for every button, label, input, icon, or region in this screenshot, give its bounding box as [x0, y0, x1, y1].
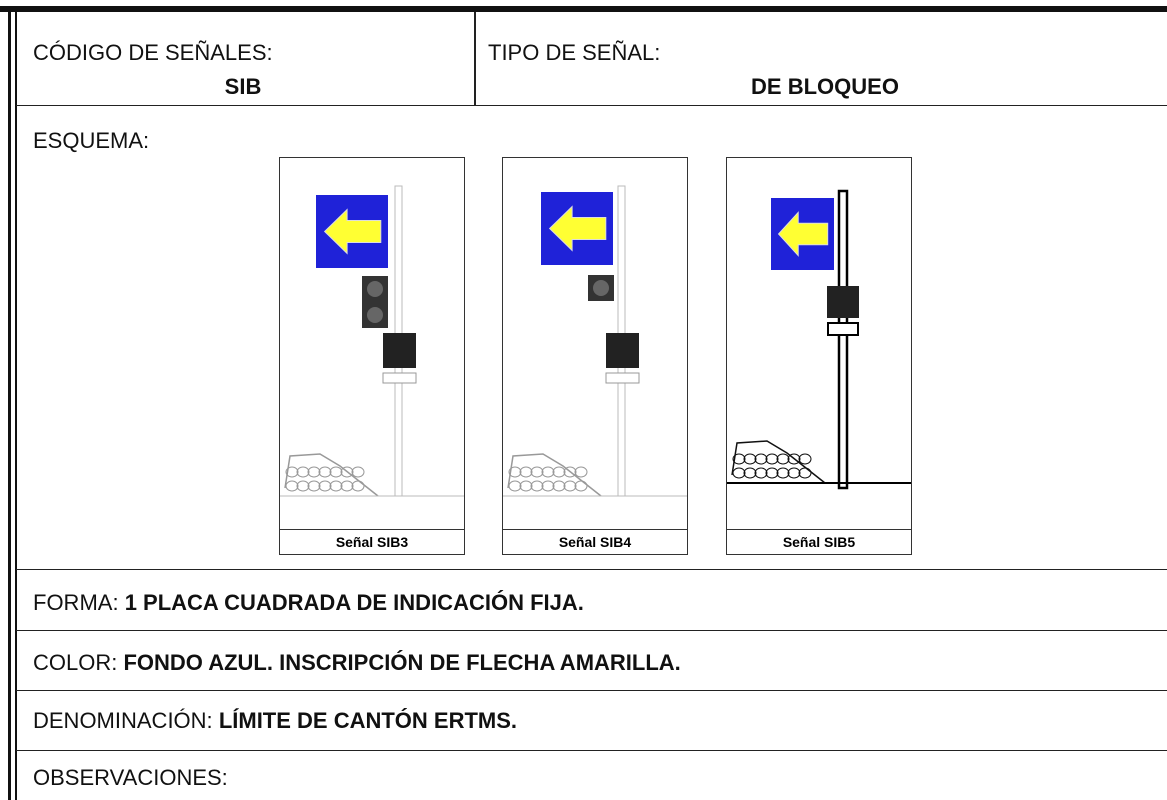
label: OBSERVACIONES:: [33, 765, 228, 790]
signal-caption: Señal SIB5: [727, 529, 911, 554]
esquema-row: [16, 105, 1167, 570]
signal-drawing: [503, 185, 687, 497]
signal-figure: Señal SIB5: [726, 157, 912, 555]
signal-caption: Señal SIB4: [503, 529, 687, 554]
signal-figure: Señal SIB3: [279, 157, 465, 555]
value: 1 PLACA CUADRADA DE INDICACIÓN FIJA.: [124, 590, 584, 615]
value: FONDO AZUL. INSCRIPCIÓN DE FLECHA AMARIL…: [123, 650, 681, 675]
value: DE BLOQUEO: [751, 74, 899, 99]
label: COLOR:: [33, 650, 118, 675]
label: FORMA:: [33, 590, 119, 615]
denominacion: DENOMINACIÓN: LÍMITE DE CANTÓN ERTMS.: [33, 708, 517, 734]
forma-row: [16, 571, 1167, 631]
denominacion-row: [16, 691, 1167, 751]
divider: [474, 12, 476, 105]
left-border-inner: [15, 12, 17, 800]
header-row: [16, 12, 1167, 106]
label: ESQUEMA:: [33, 128, 150, 153]
signal-drawing: [280, 185, 464, 497]
signal-drawing: [727, 189, 911, 490]
value: SIB: [224, 74, 262, 99]
color: COLOR: FONDO AZUL. INSCRIPCIÓN DE FLECHA…: [33, 650, 681, 676]
label: DENOMINACIÓN:: [33, 708, 213, 733]
label: CÓDIGO DE SEÑALES:: [33, 40, 273, 65]
signal-caption: Señal SIB3: [280, 529, 464, 554]
value: LÍMITE DE CANTÓN ERTMS.: [218, 708, 518, 733]
signal-figure: Señal SIB4: [502, 157, 688, 555]
label: TIPO DE SEÑAL:: [488, 40, 661, 65]
left-border: [8, 6, 11, 800]
forma: FORMA: 1 PLACA CUADRADA DE INDICACIÓN FI…: [33, 590, 584, 616]
color-row: [16, 631, 1167, 691]
top-border: [0, 6, 1167, 12]
